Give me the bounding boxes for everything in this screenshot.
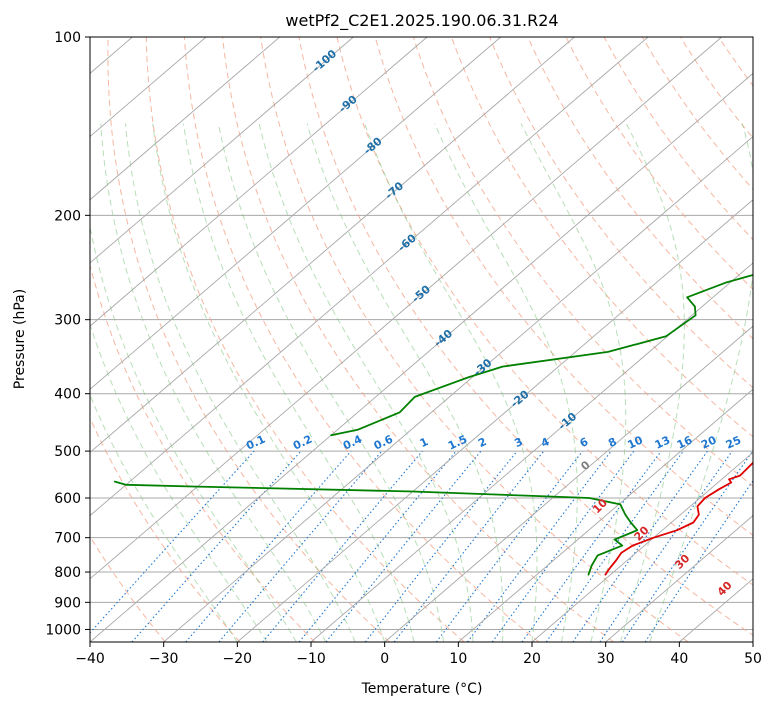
mixing-ratio-label: 16 xyxy=(675,433,695,451)
moist-adiabat xyxy=(619,123,685,642)
moist-adiabat xyxy=(125,123,356,642)
dry-adiabat xyxy=(183,37,540,642)
dry-adiabat xyxy=(90,535,166,642)
moist-adiabat xyxy=(364,123,538,642)
y-axis-label: Pressure (hPa) xyxy=(12,289,28,389)
isotherm-line xyxy=(90,37,649,517)
y-tick-label: 600 xyxy=(54,491,81,507)
moist-adiabat xyxy=(306,123,504,642)
dry-adiabat xyxy=(603,37,753,241)
x-tick-label: 10 xyxy=(449,651,467,667)
isotherm-line xyxy=(90,37,502,390)
dewpoint-profile xyxy=(114,480,639,576)
y-tick-label: 400 xyxy=(54,387,81,403)
plot-frame xyxy=(89,36,754,643)
dry-adiabat xyxy=(641,37,753,191)
x-tick-label: −20 xyxy=(223,651,253,667)
x-axis-label: Temperature (°C) xyxy=(361,681,483,697)
y-tick-label: 500 xyxy=(54,444,81,460)
isotherm-line xyxy=(310,262,753,642)
isotherm-line xyxy=(90,37,575,454)
chart-title: wetPf2_C2E1.2025.190.06.31.R24 xyxy=(285,11,558,31)
moist-adiabat xyxy=(90,224,297,642)
mixing-ratio-line xyxy=(599,450,733,642)
mixing-ratio-line xyxy=(572,450,708,642)
isotherm-line xyxy=(605,515,753,642)
isotherm-line xyxy=(90,37,354,264)
isotherm-line xyxy=(531,451,753,642)
y-axis-ticks: 100 200 300 400 500 600 700 800 900 1000 xyxy=(45,30,90,638)
moist-adiabat xyxy=(90,393,238,642)
mixing-ratio-line xyxy=(325,450,482,642)
mixing-ratio-line xyxy=(545,450,684,642)
y-tick-label: 700 xyxy=(54,531,81,547)
mixing-ratio-label: 13 xyxy=(653,433,672,451)
dry-adiabat xyxy=(412,37,753,487)
moist-adiabat xyxy=(100,123,327,642)
mixing-ratio-line xyxy=(298,450,457,642)
mixing-ratio-line xyxy=(435,450,584,642)
dry-adiabats xyxy=(90,37,753,642)
moist-adiabat xyxy=(258,123,474,642)
x-tick-label: 0 xyxy=(380,651,389,667)
y-tick-label: 800 xyxy=(54,565,81,581)
moist-adiabat xyxy=(434,123,578,642)
moist-adiabat xyxy=(182,123,415,642)
mixing-ratio-line xyxy=(521,450,662,642)
y-tick-label: 900 xyxy=(54,595,81,611)
moist-adiabat xyxy=(90,322,268,642)
moist-adiabat xyxy=(152,123,386,642)
mixing-ratio-line xyxy=(90,450,255,634)
x-tick-label: 30 xyxy=(597,651,615,667)
dry-adiabat xyxy=(336,37,753,586)
isotherm-line xyxy=(90,37,281,201)
isotherm-line xyxy=(237,199,753,642)
mixing-ratio-label: 25 xyxy=(724,433,743,451)
x-tick-label: −10 xyxy=(296,651,326,667)
isotherm-line xyxy=(384,325,753,642)
isotherm-line xyxy=(90,72,753,642)
dewpoint-profile xyxy=(330,274,753,437)
y-tick-label: 100 xyxy=(54,30,81,46)
moist-adiabats xyxy=(90,123,753,642)
dry-adiabat xyxy=(527,37,753,340)
mixing-ratio-label: 20 xyxy=(699,433,719,451)
dry-adiabat xyxy=(489,37,753,389)
moist-adiabat xyxy=(217,123,445,642)
mixing-ratio-label: 10 xyxy=(626,433,646,451)
temperature-profile xyxy=(604,461,753,576)
y-tick-label: 200 xyxy=(54,208,81,224)
isotherm-line xyxy=(90,37,723,580)
x-tick-label: −30 xyxy=(149,651,179,667)
y-tick-label: 300 xyxy=(54,313,81,329)
mixing-ratio-line xyxy=(218,450,383,642)
moist-adiabat xyxy=(649,123,753,642)
isotherm-line xyxy=(163,135,753,642)
dry-adiabat xyxy=(90,263,316,642)
dry-adiabat xyxy=(260,37,689,642)
mixing-ratio-line xyxy=(364,450,518,642)
x-tick-label: 20 xyxy=(523,651,541,667)
dry-adiabat xyxy=(565,37,753,291)
y-tick-label: 1000 xyxy=(45,622,81,638)
x-tick-label: 50 xyxy=(744,651,762,667)
x-tick-label: −40 xyxy=(75,651,105,667)
isotherm-line xyxy=(90,37,428,327)
x-axis-ticks: −40 −30 −20 −10 0 10 20 30 40 50 xyxy=(75,642,762,667)
isotherms xyxy=(90,37,753,642)
mixing-ratio-line xyxy=(131,450,302,642)
x-tick-label: 40 xyxy=(670,651,688,667)
isotherm-line xyxy=(458,388,753,642)
dry-adiabat xyxy=(374,37,753,536)
dry-adiabat xyxy=(451,37,753,438)
profile-series xyxy=(114,274,753,576)
mixing-ratio-line xyxy=(262,450,423,642)
dry-adiabat xyxy=(145,37,465,642)
mixing-ratio-line xyxy=(393,450,545,642)
